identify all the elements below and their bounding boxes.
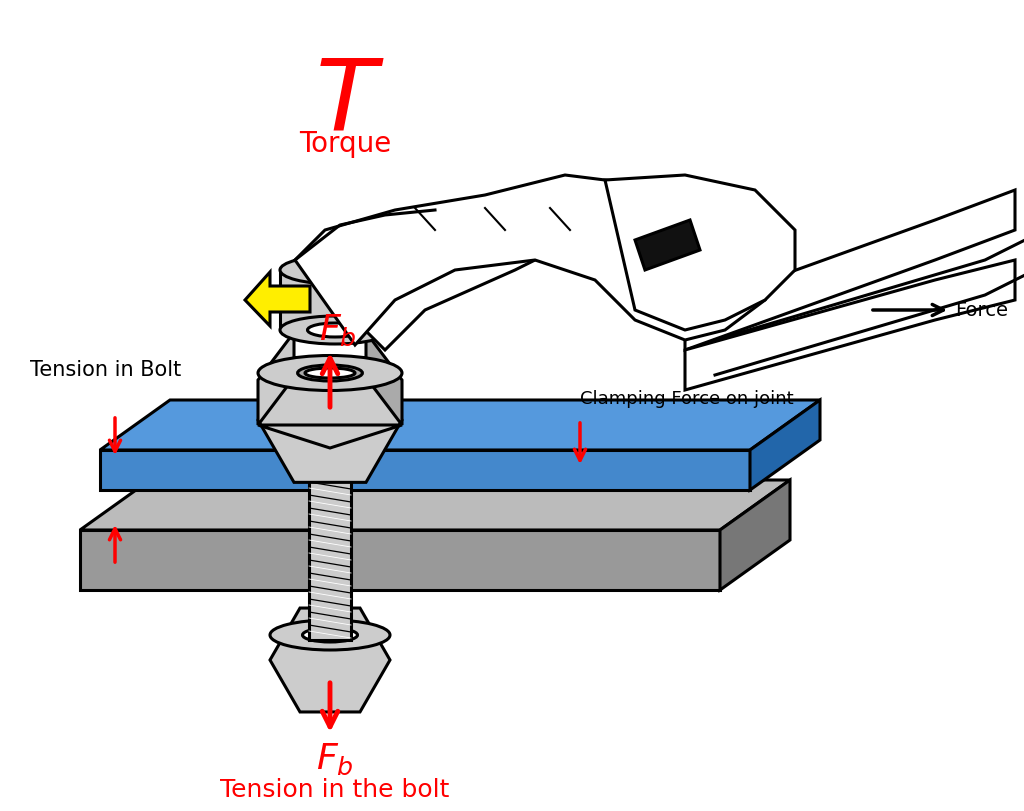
Polygon shape	[360, 272, 425, 326]
Ellipse shape	[302, 628, 357, 642]
Polygon shape	[280, 270, 390, 330]
Ellipse shape	[305, 368, 355, 378]
Text: $\mathit{F}_b$: $\mathit{F}_b$	[319, 313, 356, 348]
Polygon shape	[100, 400, 820, 450]
Polygon shape	[635, 220, 700, 270]
Text: Torque: Torque	[299, 130, 391, 158]
Polygon shape	[355, 180, 635, 350]
Text: $\mathit{T}$: $\mathit{T}$	[315, 55, 385, 152]
Ellipse shape	[307, 323, 362, 337]
Polygon shape	[685, 260, 1015, 390]
Ellipse shape	[280, 256, 390, 284]
Polygon shape	[295, 175, 765, 345]
Ellipse shape	[298, 365, 362, 381]
Ellipse shape	[258, 355, 402, 391]
Polygon shape	[605, 175, 795, 330]
Polygon shape	[720, 480, 790, 590]
Polygon shape	[750, 400, 820, 490]
Polygon shape	[245, 272, 310, 326]
Text: Tension in the bolt: Tension in the bolt	[220, 778, 450, 802]
Text: Force: Force	[955, 301, 1008, 320]
Polygon shape	[100, 450, 750, 490]
Polygon shape	[80, 480, 790, 530]
Text: Clamping Force on joint: Clamping Force on joint	[580, 390, 794, 408]
Text: Tension in Bolt: Tension in Bolt	[30, 360, 181, 380]
Bar	[309, 435, 351, 640]
Ellipse shape	[270, 620, 390, 650]
Ellipse shape	[280, 316, 390, 344]
Polygon shape	[258, 425, 402, 448]
Polygon shape	[685, 190, 1015, 350]
Polygon shape	[366, 333, 402, 425]
Text: $\mathit{F}_b$: $\mathit{F}_b$	[316, 742, 354, 777]
Polygon shape	[270, 608, 390, 712]
Polygon shape	[80, 530, 720, 590]
Polygon shape	[258, 333, 294, 425]
Polygon shape	[258, 358, 402, 483]
